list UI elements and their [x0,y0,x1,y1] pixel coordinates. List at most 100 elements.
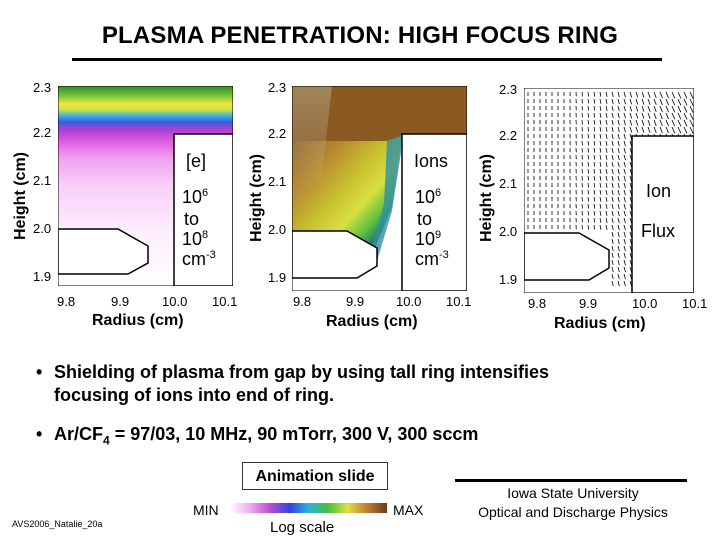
flux-vector [671,112,676,120]
flux-vector [647,119,651,126]
flux-vector [617,126,620,133]
flux-vector [677,98,682,106]
flux-vector [623,182,626,189]
x-tick: 10.1 [212,294,238,309]
flux-vector [605,119,608,125]
flux-vector [635,98,639,105]
bullet-text-2: Ar/CF4 = 97/03, 10 MHz, 90 mTorr, 300 V,… [54,423,478,453]
flux-vector [593,126,596,132]
flux-vector [689,91,694,99]
file-id: AVS2006_Natalie_20a [12,519,103,529]
title-divider [72,58,662,61]
flux-vector [599,189,602,195]
flux-vector [611,175,614,182]
flux-vector [605,168,608,174]
colorbar-min-label: MIN [193,502,219,518]
y-axis-label: Height (cm) [12,152,29,240]
flux-vector [623,105,626,112]
flux-vector [593,182,596,188]
flux-vector [659,91,663,99]
flux-vector [611,203,614,210]
range-high: 108 [182,230,208,249]
flux-vector [605,224,608,230]
x-axis-label: Radius (cm) [92,312,184,329]
gas-mix: Ar/CF [54,424,103,444]
range-low: 106 [415,187,441,207]
flux-vector [623,161,626,168]
flux-vector [677,105,682,113]
flux-vector [587,224,589,230]
flux-vector [623,133,626,140]
range-unit-exp: -3 [439,249,449,261]
flux-vector [593,98,596,104]
flux-vector [623,98,626,105]
flux-vector [647,105,651,112]
flux-vector [587,133,589,139]
y-tick: 2.1 [33,173,52,188]
flux-vector [617,259,620,266]
flux-vector [605,98,608,104]
flux-vector [683,98,688,106]
flux-vector [599,203,602,209]
flux-vector [617,182,620,189]
range-high: 109 [415,229,441,249]
flux-vector [587,189,589,195]
flux-vector [683,91,688,99]
flux-vector [593,196,596,202]
colorbar-scale-label: Log scale [270,519,335,536]
flux-vector [587,147,589,153]
x-tick: 10.0 [396,294,422,309]
flux-vector [605,126,608,132]
flux-vector [653,91,657,98]
flux-vector [647,126,651,133]
species-label: [e] [186,151,207,171]
flux-vector [665,98,669,106]
flux-vector [617,175,620,182]
range-unit-base: cm [182,249,206,269]
x-tick: 9.8 [528,296,547,311]
flux-vector [587,182,589,188]
flux-vector [689,126,694,134]
flux-vector [617,273,620,280]
flux-vector [653,112,657,119]
flux-vector [623,112,626,119]
flux-vector [665,105,669,113]
y-tick: 2.1 [268,174,287,189]
flux-vector [593,217,596,223]
flux-vector [629,112,633,119]
flux-vector [683,112,688,120]
flux-vector [641,112,645,119]
flux-vector [611,266,614,273]
flux-vector [611,259,614,266]
flux-vector [617,161,620,168]
flux-vector [611,217,614,224]
y-tick: 1.9 [499,272,518,287]
x-tick: 9.9 [346,294,365,309]
flux-vector [599,161,602,167]
flux-vector [617,217,620,224]
flux-vector [599,119,602,125]
flux-vector [629,126,633,133]
animation-slide-label: Animation slide [242,462,388,490]
flux-vector [635,105,639,112]
flux-vector [617,91,620,98]
flux-vector [611,280,614,287]
flux-vector [671,126,676,134]
y-tick: 2.3 [268,80,287,95]
flux-vector [665,112,669,120]
gas-mix-subscript: 4 [103,433,110,448]
affiliation-line: Optical and Discharge Physics [478,504,668,520]
range-low-base: 10 [415,187,436,207]
flux-vector [611,196,614,203]
bullet-line: Shielding of plasma from gap by using ta… [54,362,550,382]
range-high-base: 10 [415,229,436,249]
x-tick: 10.0 [632,296,658,311]
flux-vector [605,175,608,181]
panel-electron-density: Height (cm) 2.3 2.2 2.1 2.0 1.9 [0,70,240,340]
flux-vector [647,112,651,119]
flux-label-ion: Ion [646,181,672,201]
x-tick: 9.9 [111,294,130,309]
flux-vector [593,203,596,209]
flux-vector [641,119,645,126]
y-tick: 1.9 [33,269,52,284]
